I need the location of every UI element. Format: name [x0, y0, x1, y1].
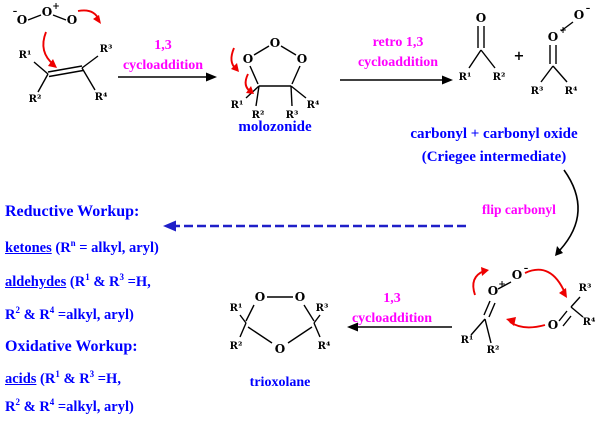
flip-carbonyl-label: flip carbonyl — [482, 202, 556, 217]
atom-label: R² — [252, 110, 265, 121]
atom-label: O — [548, 30, 558, 44]
reductive-workup-line-2: aldehydes (R1 & R3 =H, — [5, 272, 151, 290]
atom-label: O — [512, 268, 522, 282]
atom-label: O — [297, 52, 307, 66]
atom-label: R² — [230, 341, 243, 352]
atom-label: R² — [29, 94, 42, 105]
atom-label: R⁴ — [307, 100, 320, 111]
workup-arrow — [163, 220, 466, 232]
retro-label-line2: cycloaddition — [357, 55, 439, 70]
criegee-label-line1: carbonyl + carbonyl oxide — [410, 126, 578, 142]
atom-label: O — [42, 5, 52, 19]
atom-label: R³ — [531, 86, 544, 97]
atom-label: + — [559, 26, 567, 36]
trioxolane-label: trioxolane — [249, 375, 311, 390]
reductive-workup-line-1: ketones (Rn = alkyl, aryl) — [5, 238, 159, 256]
atom-label: + — [498, 280, 506, 290]
atom-label: R⁴ — [565, 86, 578, 97]
atom-label: O — [275, 342, 285, 356]
atom-label: R¹ — [461, 335, 474, 346]
atom-label: R¹ — [230, 303, 243, 314]
cycloaddition-arrow-1 — [118, 72, 217, 82]
reductive-workup-line-3: R2 & R4 =alkyl, aryl) — [5, 305, 134, 323]
atom-label: + — [52, 2, 60, 12]
atom-label: R³ — [579, 283, 592, 294]
retro-cycloaddition-arrow — [340, 75, 453, 85]
atom-label: R² — [487, 345, 500, 356]
atom-label: O — [270, 36, 280, 50]
atom-label: R⁴ — [95, 92, 108, 103]
trioxolane-structure: O O O R¹ R² R³ R⁴ — [230, 290, 331, 356]
atom-label: R¹ — [19, 50, 32, 61]
atom-label: R³ — [316, 303, 329, 314]
molozonide-structure: O O O R¹ R² R³ R⁴ — [230, 36, 320, 121]
cycloaddition-arrow-2 — [347, 322, 452, 332]
criegee-label-line2: (Criegee intermediate) — [421, 149, 567, 165]
cycloaddition-label-1-line1: 1,3 — [154, 38, 172, 53]
molozonide-label: molozonide — [238, 119, 312, 135]
atom-label: O — [67, 13, 77, 27]
atom-label: – — [13, 7, 18, 17]
atom-label: O — [488, 284, 498, 298]
oxidative-workup-line-1: acids (R1 & R3 =H, — [5, 369, 121, 387]
atom-label: R³ — [286, 110, 299, 121]
oxidative-workup-title: Oxidative Workup: — [5, 338, 138, 355]
flip-carbonyl-arrow — [555, 169, 579, 256]
atom-label: O — [17, 13, 27, 27]
cycloaddition-label-1-line2: cycloaddition — [122, 58, 204, 73]
atom-label: O — [255, 290, 265, 304]
atom-label: – — [524, 264, 529, 274]
retro-label-line1: retro 1,3 — [372, 35, 424, 50]
atom-label: O — [476, 11, 486, 25]
atom-label: R¹ — [231, 100, 244, 111]
atom-label: R³ — [100, 44, 113, 55]
cycloaddition-label-2: 1,3 cycloaddition — [340, 289, 444, 329]
cycloaddition-label-2-line2: cycloaddition — [351, 311, 433, 326]
atom-label: – — [586, 4, 591, 14]
atom-label: O — [548, 318, 558, 332]
atom-label: R⁴ — [318, 341, 331, 352]
oxidative-workup-line-2: R2 & R4 =alkyl, aryl) — [5, 397, 134, 415]
atom-label: O — [295, 290, 305, 304]
atom-label: R¹ — [459, 72, 472, 83]
atom-label: R⁴ — [583, 317, 596, 328]
atom-label: + — [514, 49, 525, 64]
criegee-label: carbonyl + carbonyl oxide (Criegee inter… — [390, 123, 598, 169]
reductive-workup-title: Reductive Workup: — [5, 203, 140, 220]
atom-label: R² — [493, 72, 506, 83]
cycloaddition-label-2-line1: 1,3 — [383, 291, 401, 306]
cycloaddition-label-1: 1,3 cycloaddition — [110, 36, 216, 76]
atom-label: O — [574, 8, 584, 22]
atom-label: O — [243, 52, 253, 66]
retro-cycloaddition-label: retro 1,3 cycloaddition — [336, 33, 460, 73]
